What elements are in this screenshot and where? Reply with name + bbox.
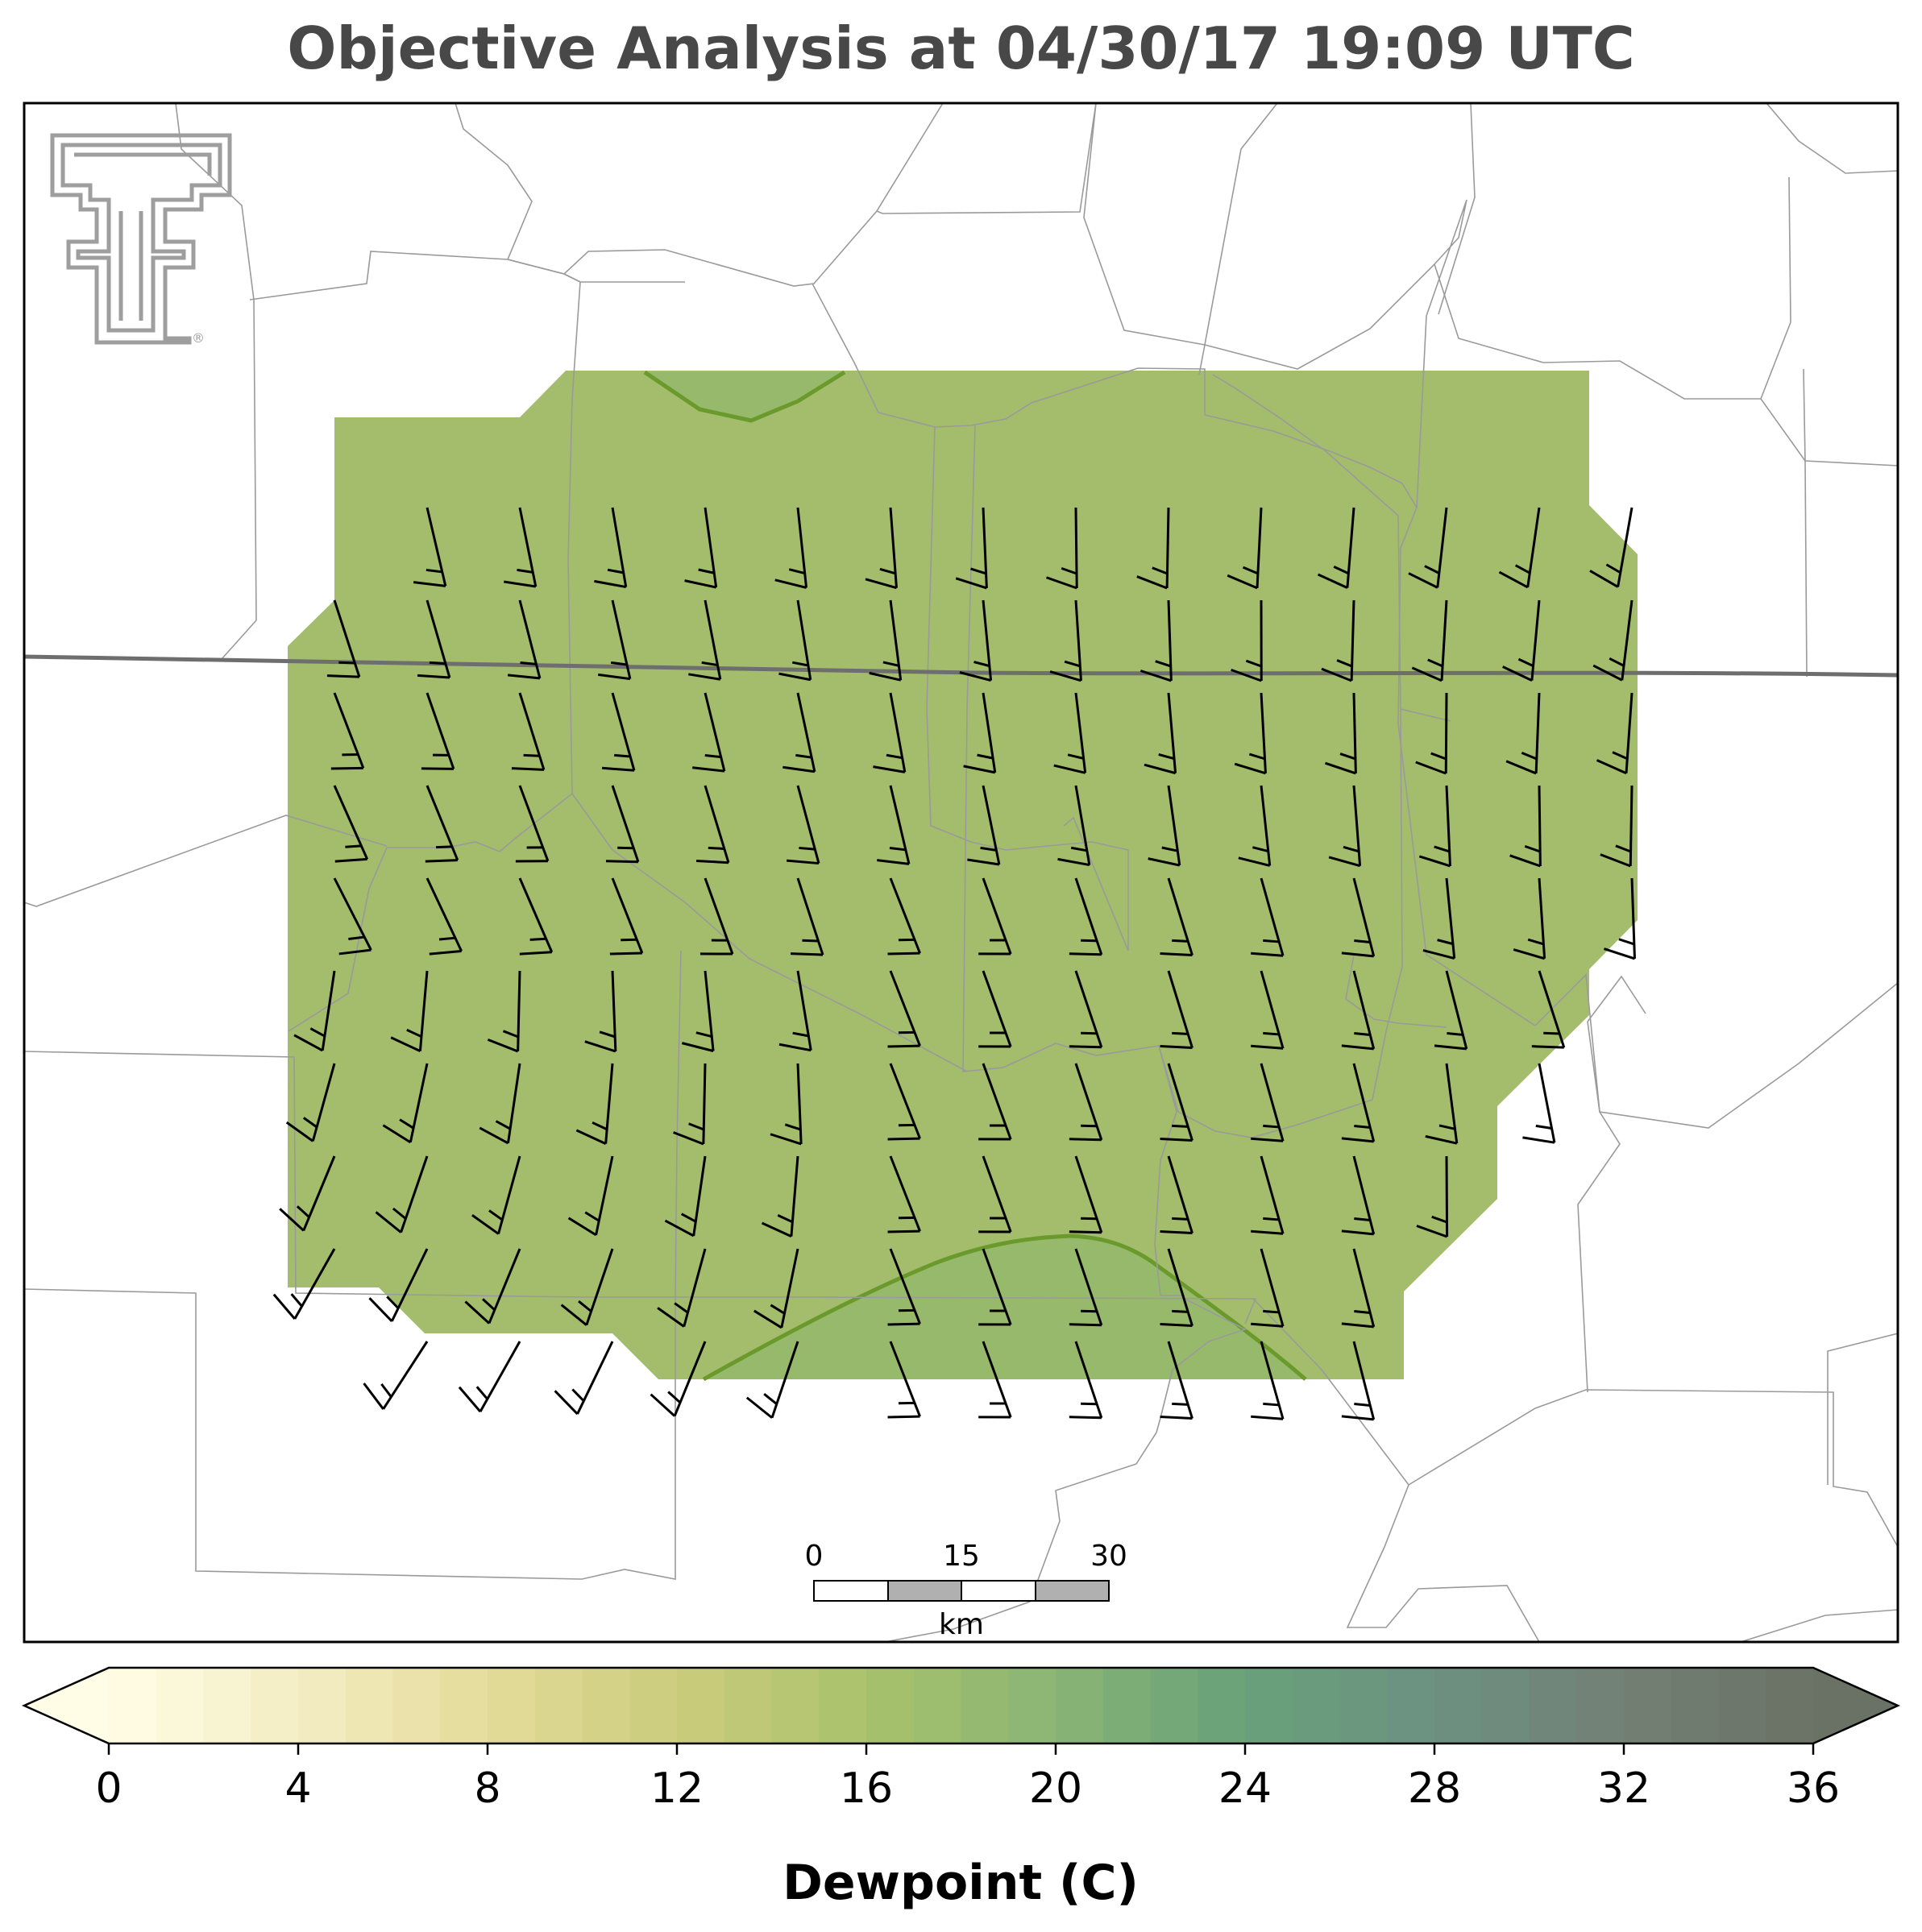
colorbar-tick-label: 8: [474, 1764, 500, 1813]
scale-bar-segment: [814, 1581, 888, 1601]
scale-bar-label-mid: 15: [943, 1540, 980, 1573]
colorbar-cell: [1151, 1668, 1198, 1743]
colorbar-cell: [583, 1668, 630, 1743]
wind-barb: [364, 1341, 427, 1409]
colorbar-cell: [1766, 1668, 1813, 1743]
colorbar-cell: [866, 1668, 914, 1743]
colorbar-cell: [1434, 1668, 1482, 1743]
colorbar-cell: [629, 1668, 677, 1743]
colorbar-cell: [961, 1668, 1009, 1743]
colorbar-tick-label: 28: [1408, 1764, 1461, 1813]
colorbar-cell: [1530, 1668, 1577, 1743]
scale-bar-segment: [1036, 1581, 1109, 1601]
colorbar-cell: [1245, 1668, 1293, 1743]
colorbar-cell: [1576, 1668, 1624, 1743]
wind-barb: [555, 1341, 612, 1414]
scale-bar-label-end: 30: [1090, 1540, 1127, 1573]
colorbar-tick-label: 4: [284, 1764, 311, 1813]
logo-registered-mark: ®: [192, 330, 205, 346]
scale-bar-label-start: 0: [805, 1540, 824, 1573]
colorbar: 0 4 8 12 16 20 24 28 32 36 Dewpoint (C): [24, 1668, 1898, 1911]
colorbar-tick-label: 24: [1218, 1764, 1272, 1813]
colorbar-cell: [1056, 1668, 1103, 1743]
colorbar-cell: [1671, 1668, 1719, 1743]
colorbar-cell: [109, 1668, 156, 1743]
colorbar-cell: [1198, 1668, 1245, 1743]
scale-bar: 0 15 30 km: [805, 1540, 1127, 1641]
colorbar-tick-label: 20: [1029, 1764, 1082, 1813]
colorbar-cell: [1103, 1668, 1151, 1743]
wind-barb: [459, 1341, 520, 1412]
colorbar-cell: [440, 1668, 488, 1743]
colorbar-tick-label: 0: [95, 1764, 122, 1813]
colorbar-cell: [204, 1668, 251, 1743]
colorbar-cell: [1008, 1668, 1056, 1743]
colorbar-cell: [1624, 1668, 1671, 1743]
colorbar-tick-label: 32: [1597, 1764, 1650, 1813]
colorbar-cell: [1293, 1668, 1340, 1743]
colorbar-cell: [346, 1668, 393, 1743]
scale-bar-segment: [961, 1581, 1036, 1601]
colorbar-cell: [914, 1668, 961, 1743]
colorbar-cell: [393, 1668, 441, 1743]
colorbar-cell: [156, 1668, 204, 1743]
scale-bar-segment: [888, 1581, 961, 1601]
colorbar-cell: [488, 1668, 535, 1743]
colorbar-cell: [1340, 1668, 1388, 1743]
colorbar-cell: [677, 1668, 724, 1743]
colorbar-cell: [298, 1668, 346, 1743]
colorbar-overflow-arrow: [1813, 1668, 1898, 1743]
colorbar-cell: [1482, 1668, 1530, 1743]
colorbar-tick-label: 16: [840, 1764, 893, 1813]
colorbar-tick-label: 12: [650, 1764, 704, 1813]
colorbar-tick-label: 36: [1787, 1764, 1840, 1813]
colorbar-cell: [772, 1668, 820, 1743]
colorbar-cell: [535, 1668, 583, 1743]
colorbar-label: Dewpoint (C): [782, 1855, 1139, 1911]
scale-bar-unit: km: [939, 1608, 984, 1641]
colorbar-cell: [1719, 1668, 1766, 1743]
colorbar-underflow-arrow: [24, 1668, 109, 1743]
colorbar-cell: [724, 1668, 772, 1743]
colorbar-cell: [819, 1668, 866, 1743]
colorbar-cell: [251, 1668, 298, 1743]
colorbar-cell: [1387, 1668, 1434, 1743]
texas-tech-double-t-logo: ®: [52, 135, 230, 346]
map-panel: [24, 103, 1898, 1642]
